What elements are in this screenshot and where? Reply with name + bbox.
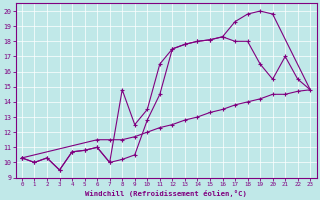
X-axis label: Windchill (Refroidissement éolien,°C): Windchill (Refroidissement éolien,°C) [85, 190, 247, 197]
